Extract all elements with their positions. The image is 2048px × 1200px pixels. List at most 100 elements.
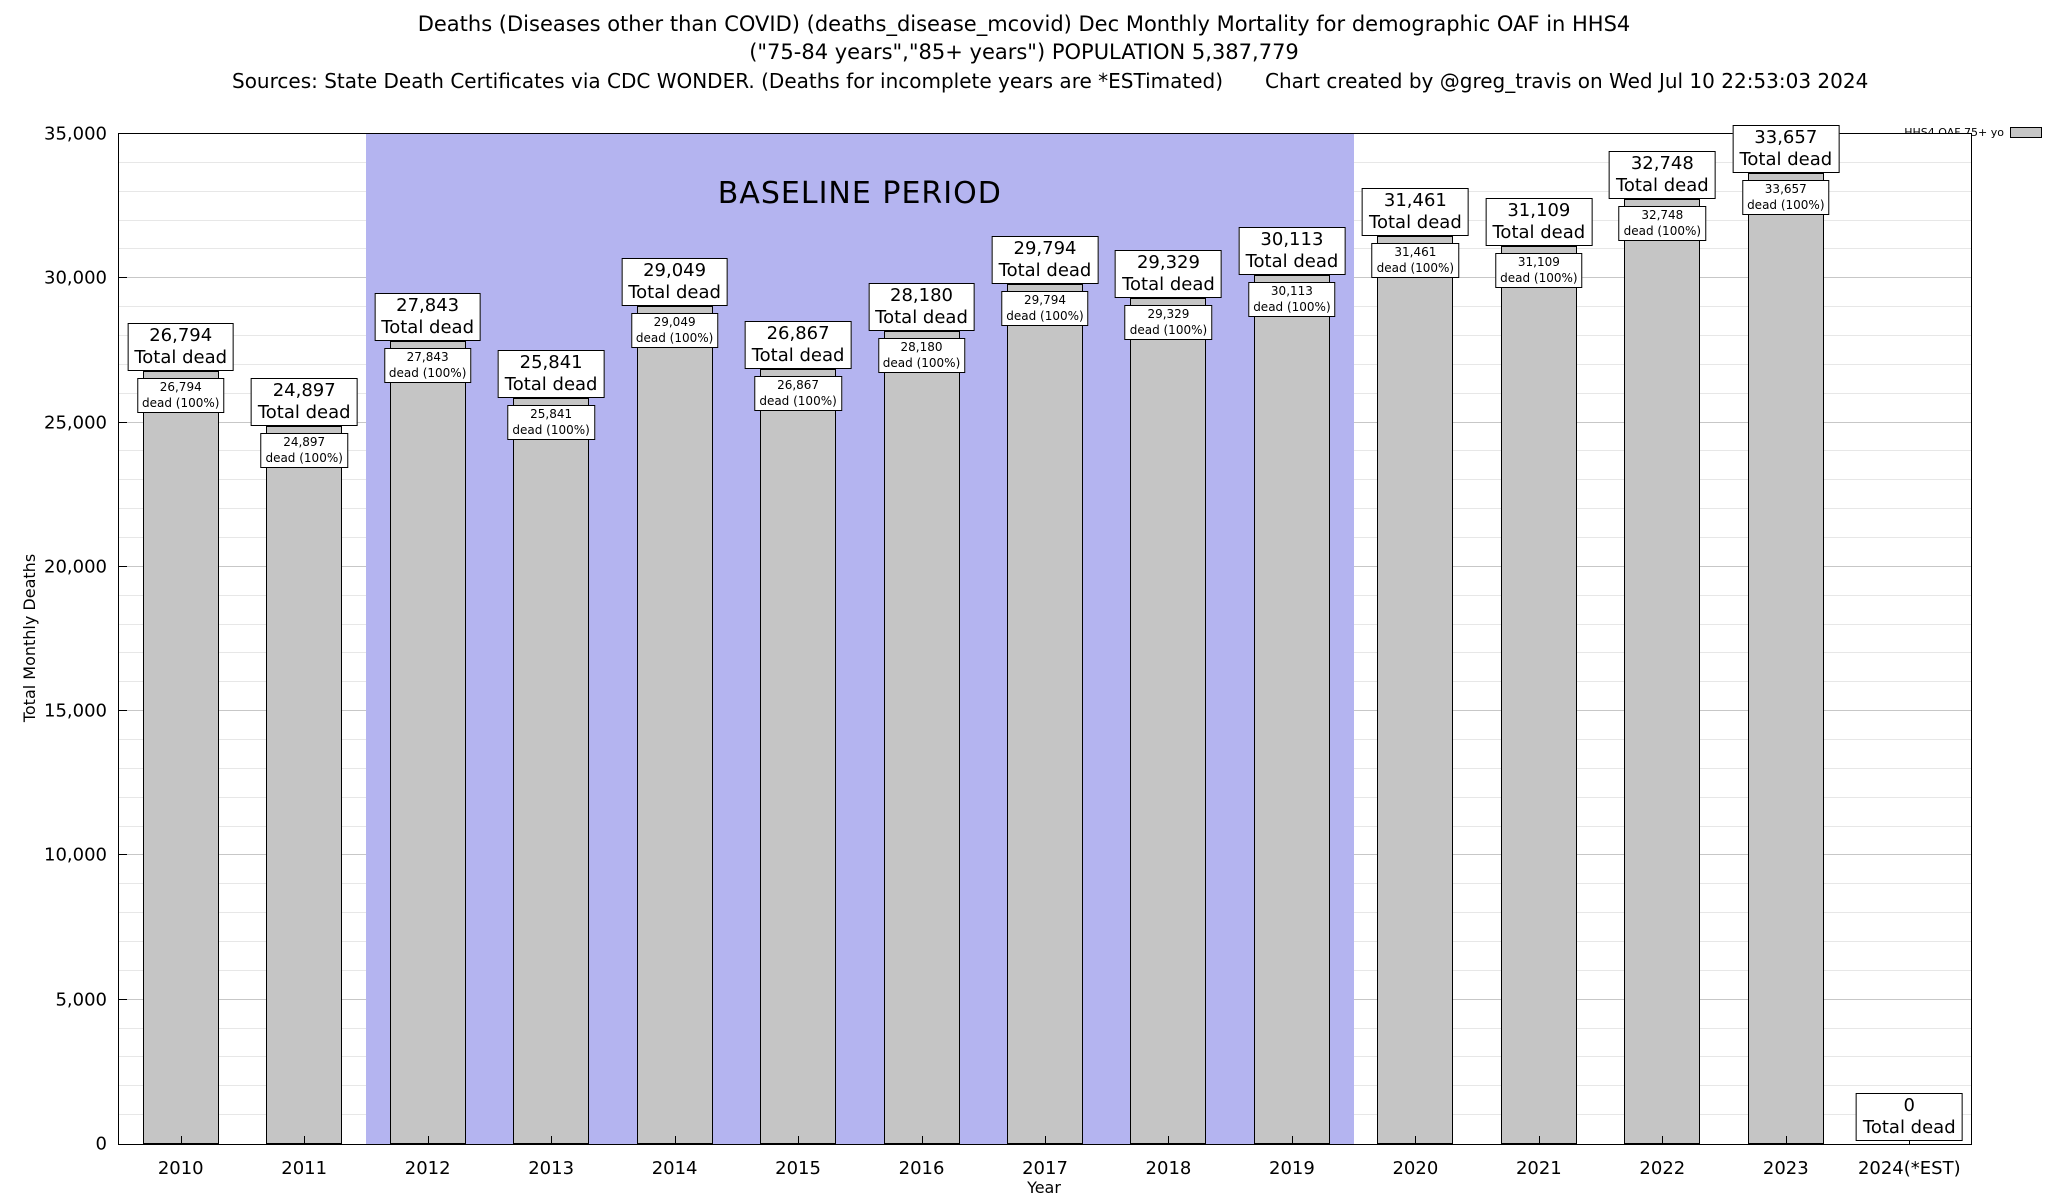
sources-note: Sources: State Death Certificates via CD… [232,68,1224,93]
bar-inner-label: 31,461 dead (100%) [1371,243,1460,279]
y-axis-tick-label: 0 [95,1133,107,1155]
x-axis-tick [1168,1136,1170,1144]
bar-inner-label: 28,180 dead (100%) [877,338,966,374]
y-axis-title: Total Monthly Deaths [20,553,39,723]
x-axis-tick-label: 2018 [1145,1158,1192,1179]
x-axis-tick [674,1136,676,1144]
x-axis-tick [1538,1136,1540,1144]
bar-inner-suffix-text: dead (100%) [141,395,220,410]
bar-total-suffix-text: Total dead [751,345,845,367]
bar-total-value-text: 32,748 [1630,153,1694,175]
bar-2019 [1253,275,1330,1144]
bar-total-value-text: 27,843 [396,295,460,317]
bar-inner-value-text: 26,867 [777,378,820,392]
bar-total-label: 24,897 Total dead [250,378,358,426]
bar-inner-value-text: 28,180 [900,340,943,354]
bar-total-value-text: 33,657 [1754,127,1818,149]
bar-inner-value-text: 33,657 [1764,182,1807,196]
bar-total-suffix-text: Total dead [257,402,351,424]
x-axis-tick-label: 2015 [775,1158,821,1179]
bar-total-value-text: 29,049 [643,260,707,282]
bar-inner-label: 29,329 dead (100%) [1124,305,1213,341]
bar-2022 [1624,199,1701,1144]
bar-total-suffix-text: Total dead [381,317,475,339]
bar-total-label: 25,841 Total dead [497,350,605,398]
bar-2012 [389,341,466,1144]
x-axis-tick [551,1136,553,1144]
bar-total-label: 31,461 Total dead [1362,188,1469,236]
bar-total-value-text: 31,109 [1507,200,1571,222]
bar-inner-value-text: 29,329 [1147,307,1190,321]
bar-inner-suffix-text: dead (100%) [1006,308,1084,323]
bar-2020 [1377,236,1454,1144]
x-axis-tick [180,1136,182,1144]
bar-inner-suffix-text: dead (100%) [1500,270,1578,285]
x-axis-tick-label: 2014 [651,1158,698,1179]
bar-total-suffix-text: Total dead [1369,212,1462,234]
bar-total-value-text: 29,794 [1013,238,1077,260]
bar-total-label: 29,329 Total dead [1115,250,1222,298]
legend-swatch [2010,127,2042,138]
x-axis-tick-label: 2017 [1022,1158,1068,1179]
y-axis-tick-label: 35,000 [44,123,107,145]
bar-total-suffix-text: Total dead [875,307,968,329]
x-axis-tick [1045,1136,1046,1144]
bar-inner-suffix-text: dead (100%) [1747,197,1825,212]
bar-inner-label: 26,867 dead (100%) [754,376,842,412]
y-axis-tick-label: 25,000 [44,412,107,434]
x-axis-tick [798,1136,800,1144]
x-axis-tick-label: 2011 [281,1158,328,1179]
bar-inner-suffix-text: dead (100%) [388,365,467,380]
bar-inner-label: 24,897 dead (100%) [260,433,348,469]
bar-total-label: 30,113 Total dead [1238,227,1346,275]
bar-2016 [883,331,960,1144]
bar-total-label: 33,657 Total dead [1732,125,1840,173]
bar-inner-label: 29,049 dead (100%) [630,313,719,349]
x-axis-tick-label: 2022 [1639,1158,1686,1179]
chart-subtitle: ("75-84 years","85+ years") POPULATION 5… [749,40,1299,65]
bar-inner-label: 27,843 dead (100%) [383,348,472,384]
bar-inner-value-text: 26,794 [159,380,202,394]
bar-total-value-text: 26,794 [149,325,213,347]
bar-total-suffix-text: Total dead [628,282,721,304]
x-axis-tick [1785,1136,1787,1144]
bar-total-label: 29,794 Total dead [991,236,1099,284]
x-axis-tick-label: 2020 [1392,1158,1439,1179]
x-axis-tick [921,1136,923,1144]
bar-inner-suffix-text: dead (100%) [882,355,961,370]
bar-total-suffix-text: Total dead [1739,149,1833,171]
bar-total-value-text: 30,113 [1260,229,1324,251]
y-axis-tick [119,421,127,423]
bar-inner-suffix-text: dead (100%) [635,330,714,345]
bar-inner-label: 25,841 dead (100%) [507,405,595,441]
chart-notes-row: Sources: State Death Certificates via CD… [0,69,2048,96]
bar-total-suffix-text: Total dead [504,374,598,396]
bar-total-label: 26,794 Total dead [127,323,235,371]
bar-total-value-text: 25,841 [519,352,583,374]
x-axis-tick-label: 2010 [157,1158,204,1179]
x-axis-tick-label: 2019 [1269,1158,1315,1179]
bar-2021 [1500,246,1577,1144]
bar-2010 [142,371,219,1144]
bar-inner-label: 30,113 dead (100%) [1248,282,1336,318]
bar-total-label: 26,867 Total dead [744,321,852,369]
bar-inner-label: 26,794 dead (100%) [136,378,225,414]
y-axis-tick-label: 20,000 [44,556,107,578]
bar-inner-suffix-text: dead (100%) [512,422,590,437]
bar-inner-value-text: 29,794 [1024,293,1066,307]
bar-inner-suffix-text: dead (100%) [1253,299,1331,314]
created-by-note: Chart created by @greg_travis on Wed Jul… [1265,68,1869,93]
bar-2014 [636,306,713,1144]
bar-2018 [1130,298,1207,1144]
y-axis-tick [119,854,127,856]
bar-inner-label: 32,748 dead (100%) [1618,206,1707,242]
chart-header: Deaths (Diseases other than COVID) (deat… [0,10,2048,96]
bar-2023 [1747,173,1824,1144]
x-axis-tick [1662,1136,1664,1144]
bar-total-suffix-text: Total dead [1245,251,1339,273]
bar-total-label: 28,180 Total dead [868,283,975,331]
y-axis-tick [119,710,127,712]
bar-inner-value-text: 31,109 [1517,255,1560,269]
x-axis-tick-label: 2016 [898,1158,945,1179]
